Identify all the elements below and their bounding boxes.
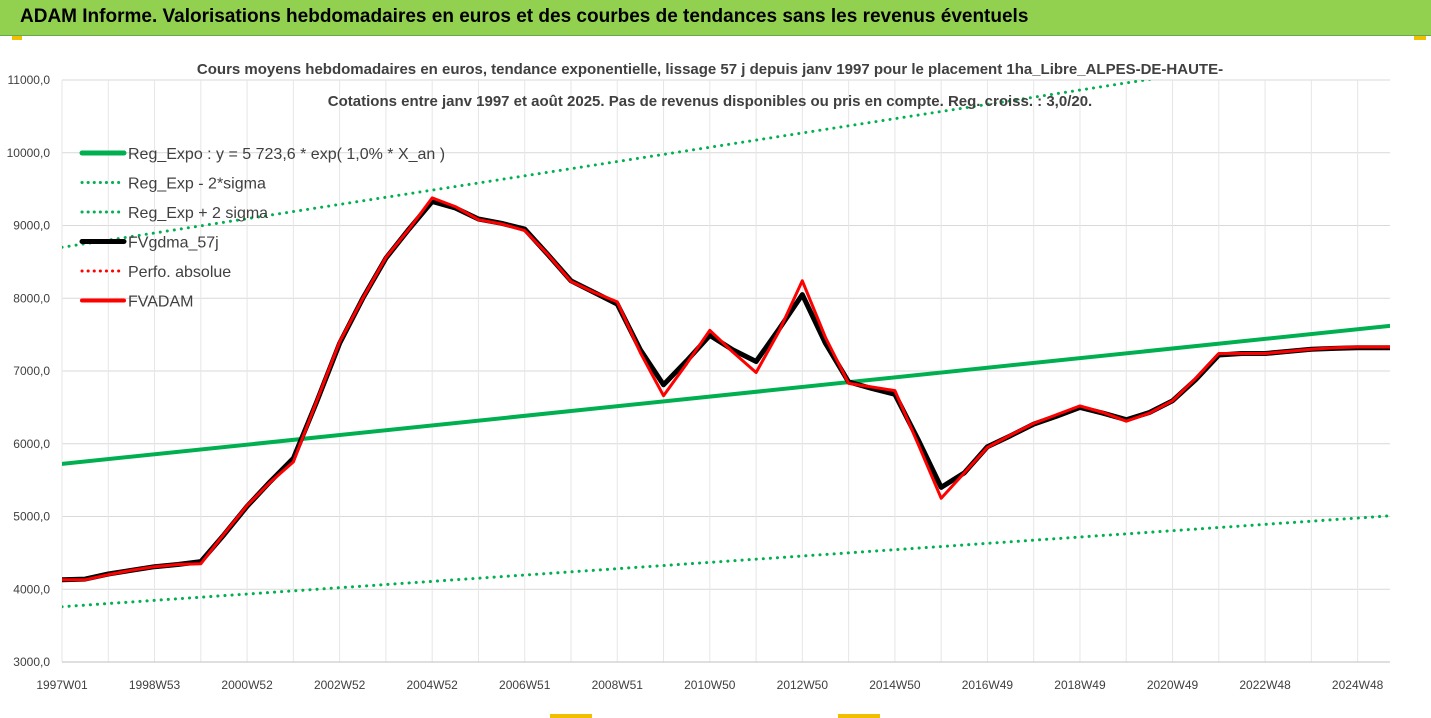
y-tick-label: 11000,0	[8, 73, 51, 87]
legend-label: Reg_Expo : y = 5 723,6 * exp( 1,0% * X_a…	[128, 146, 445, 163]
corner-marker-top-left	[12, 36, 22, 40]
corner-marker-bottom-right	[838, 714, 880, 718]
corner-marker-top-right	[1414, 36, 1426, 40]
y-tick-label: 10000,0	[7, 146, 51, 160]
x-tick-label: 2000W52	[221, 678, 273, 692]
x-tick-label: 2006W51	[499, 678, 551, 692]
x-tick-label: 2020W49	[1147, 678, 1199, 692]
legend: Reg_Expo : y = 5 723,6 * exp( 1,0% * X_a…	[79, 146, 445, 311]
x-tick-label: 1998W53	[129, 678, 181, 692]
y-tick-label: 5000,0	[13, 510, 50, 524]
legend-label: Perfo. absolue	[128, 264, 231, 281]
legend-label: Reg_Exp + 2 sigma	[128, 205, 268, 222]
line-chart: 3000,0 4000,0 5000,0 6000,0 7000,0 8000,0 9000…	[7, 61, 1390, 692]
y-tick-label: 3000,0	[13, 655, 50, 669]
y-tick-label: 8000,0	[13, 291, 50, 305]
series-lines	[62, 80, 1390, 609]
x-tick-label: 2014W50	[869, 678, 921, 692]
x-tick-label: 2002W52	[314, 678, 366, 692]
series-line	[62, 323, 1390, 466]
x-tick-label: 2004W52	[406, 678, 458, 692]
series-line	[62, 514, 1390, 609]
x-tick-label: 2024W48	[1332, 678, 1384, 692]
y-tick-label: 6000,0	[13, 437, 50, 451]
gridlines	[61, 79, 1390, 663]
legend-label: FVADAM	[128, 294, 193, 311]
chart-subtitle: Cotations entre janv 1997 et août 2025. …	[328, 93, 1092, 110]
x-tick-label: 2010W50	[684, 678, 736, 692]
x-tick-label: 2018W49	[1054, 678, 1106, 692]
banner-title: ADAM Informe. Valorisations hebdomadaire…	[20, 6, 1029, 27]
series-line	[62, 196, 1390, 582]
corner-marker-bottom-left	[550, 714, 592, 718]
x-tick-label: 1997W01	[36, 678, 88, 692]
x-tick-label: 2016W49	[962, 678, 1014, 692]
y-tick-label: 4000,0	[13, 582, 50, 596]
series-line	[62, 199, 1390, 583]
x-tick-label: 2022W48	[1239, 678, 1291, 692]
y-tick-label: 7000,0	[13, 364, 50, 378]
x-axis-ticks: 1997W01 1998W53 2000W52 2002W52 2004W52 2006W…	[36, 678, 1383, 692]
legend-label: FVgdma_57j	[128, 235, 219, 252]
header-banner: ADAM Informe. Valorisations hebdomadaire…	[0, 0, 1431, 36]
legend-label: Reg_Exp - 2*sigma	[128, 176, 266, 193]
y-axis-ticks: 3000,0 4000,0 5000,0 6000,0 7000,0 8000,0 9000…	[7, 73, 51, 669]
x-tick-label: 2012W50	[777, 678, 829, 692]
x-tick-label: 2008W51	[592, 678, 644, 692]
y-tick-label: 9000,0	[13, 219, 50, 233]
chart-title: Cours moyens hebdomadaires en euros, ten…	[197, 61, 1223, 78]
